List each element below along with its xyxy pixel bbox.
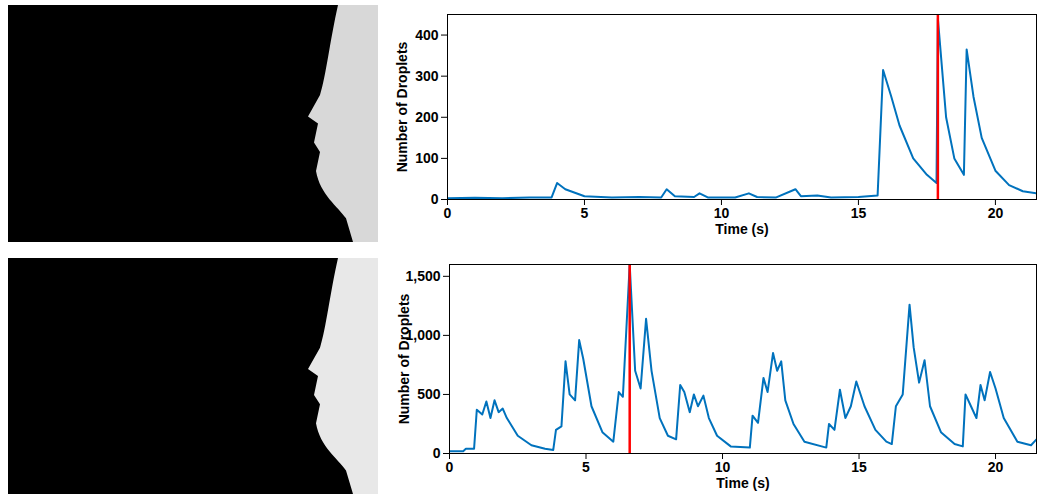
svg-text:10: 10 xyxy=(714,205,730,221)
svg-text:Time (s): Time (s) xyxy=(715,221,768,237)
svg-text:400: 400 xyxy=(415,27,439,43)
svg-text:20: 20 xyxy=(988,205,1004,221)
svg-text:15: 15 xyxy=(851,459,867,475)
svg-text:1,500: 1,500 xyxy=(405,268,440,284)
svg-text:20: 20 xyxy=(988,459,1004,475)
svg-text:300: 300 xyxy=(415,68,439,84)
svg-text:15: 15 xyxy=(851,205,867,221)
svg-text:100: 100 xyxy=(415,150,439,166)
svg-text:Number of Droplets: Number of Droplets xyxy=(394,41,410,172)
svg-text:0: 0 xyxy=(446,459,454,475)
svg-text:0: 0 xyxy=(433,445,441,461)
svg-text:10: 10 xyxy=(715,459,731,475)
svg-text:0: 0 xyxy=(431,191,439,207)
svg-text:Time (s): Time (s) xyxy=(716,475,769,491)
svg-text:5: 5 xyxy=(581,205,589,221)
svg-text:1,000: 1,000 xyxy=(405,326,441,343)
svg-text:5: 5 xyxy=(582,459,590,475)
svg-text:200: 200 xyxy=(415,109,439,125)
svg-text:Number of Droplets: Number of Droplets xyxy=(396,293,412,424)
svg-text:0: 0 xyxy=(444,205,452,221)
svg-text:500: 500 xyxy=(417,386,441,402)
